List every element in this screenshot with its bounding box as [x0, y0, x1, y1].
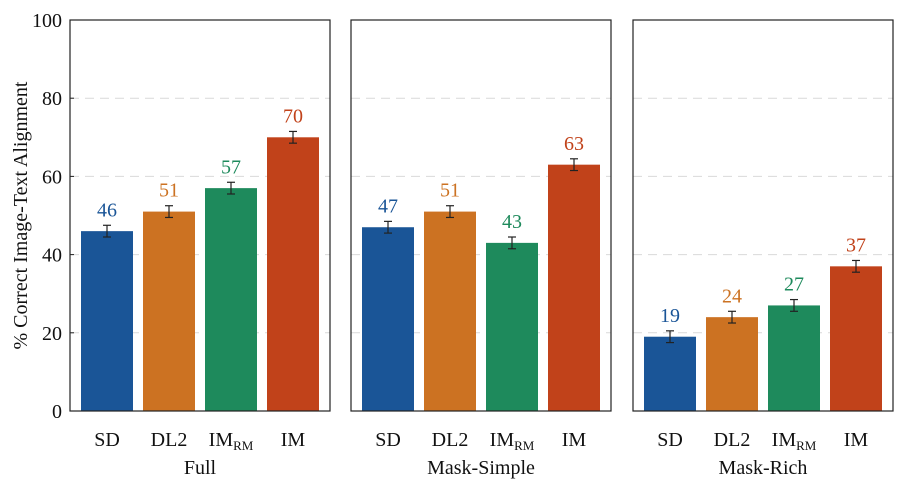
category-label-mask-simple-2: IMRM — [490, 429, 535, 453]
error-bar-mask-rich-2 — [790, 298, 798, 312]
category-label-mask-simple-3: IM — [562, 429, 587, 451]
value-label-mask-simple-0: 47 — [378, 195, 398, 217]
panel-frame-mask-simple — [350, 19, 612, 412]
category-label-mask-rich-1: DL2 — [714, 429, 751, 451]
error-bar-mask-simple-3 — [570, 158, 578, 172]
error-bar-mask-simple-1 — [446, 205, 454, 219]
error-bar-full-0 — [103, 224, 111, 238]
bar-full-2 — [205, 188, 257, 411]
value-label-mask-rich-1: 24 — [722, 285, 742, 307]
category-label-mask-simple-0: SD — [375, 429, 401, 451]
error-bar-full-1 — [165, 205, 173, 219]
panel-mask-simple: 47 SD 51 DL2 43 IMRM 63 IM Mask-Simple — [350, 19, 612, 479]
bar-full-3 — [267, 137, 319, 412]
value-label-mask-simple-1: 51 — [440, 180, 460, 202]
error-bar-mask-rich-3 — [852, 259, 860, 273]
value-label-full-0: 46 — [97, 199, 117, 221]
category-label-mask-rich-2: IMRM — [772, 429, 817, 453]
category-label-full-2: IMRM — [209, 429, 254, 453]
bar-mask-rich-1 — [706, 317, 758, 411]
bar-mask-simple-3 — [548, 164, 600, 411]
bar-full-1 — [143, 211, 195, 411]
panel-frame-full — [69, 19, 331, 412]
y-tick-label-100: 100 — [32, 10, 62, 32]
category-label-mask-rich-0: SD — [657, 429, 683, 451]
category-label-mask-simple-1: DL2 — [432, 429, 469, 451]
y-tick-label-60: 60 — [42, 166, 62, 188]
y-tick-label-80: 80 — [42, 88, 62, 110]
y-tick-label-0: 0 — [52, 401, 62, 423]
bar-full-0 — [81, 231, 133, 411]
value-label-full-3: 70 — [283, 105, 303, 127]
category-label-full-1: DL2 — [151, 429, 188, 451]
y-tick-label-20: 20 — [42, 323, 62, 345]
panel-full: 46 SD 51 DL2 57 IMRM 70 IM Full — [69, 19, 331, 479]
value-label-mask-simple-3: 63 — [564, 133, 584, 155]
y-axis-label: % Correct Image-Text Alignment — [10, 81, 32, 349]
bar-mask-simple-1 — [424, 211, 476, 411]
y-tick-label-40: 40 — [42, 245, 62, 267]
value-label-mask-rich-3: 37 — [846, 234, 866, 256]
value-label-mask-rich-2: 27 — [784, 274, 804, 296]
bar-mask-rich-3 — [830, 266, 882, 411]
bar-mask-rich-2 — [768, 305, 820, 411]
panel-frame-mask-rich — [632, 19, 894, 412]
error-bar-full-2 — [227, 181, 235, 195]
panel-label-mask-rich: Mask-Rich — [719, 457, 808, 479]
value-label-mask-rich-0: 19 — [660, 305, 680, 327]
category-label-mask-rich-3: IM — [844, 429, 869, 451]
category-label-full-3: IM — [281, 429, 306, 451]
value-label-full-2: 57 — [221, 156, 241, 178]
panel-label-full: Full — [184, 457, 217, 479]
bar-mask-simple-0 — [362, 227, 414, 411]
bar-mask-simple-2 — [486, 242, 538, 411]
error-bar-full-3 — [289, 130, 297, 144]
value-label-full-1: 51 — [159, 180, 179, 202]
value-label-mask-simple-2: 43 — [502, 211, 522, 233]
error-bar-mask-simple-0 — [384, 220, 392, 234]
error-bar-mask-rich-0 — [666, 330, 674, 344]
error-bar-mask-simple-2 — [508, 236, 516, 250]
bar-mask-rich-0 — [644, 336, 696, 411]
error-bar-mask-rich-1 — [728, 310, 736, 324]
panel-mask-rich: 19 SD 24 DL2 27 IMRM 37 IM Mask-Rich — [632, 19, 894, 479]
panel-label-mask-simple: Mask-Simple — [427, 457, 535, 479]
category-label-full-0: SD — [94, 429, 120, 451]
